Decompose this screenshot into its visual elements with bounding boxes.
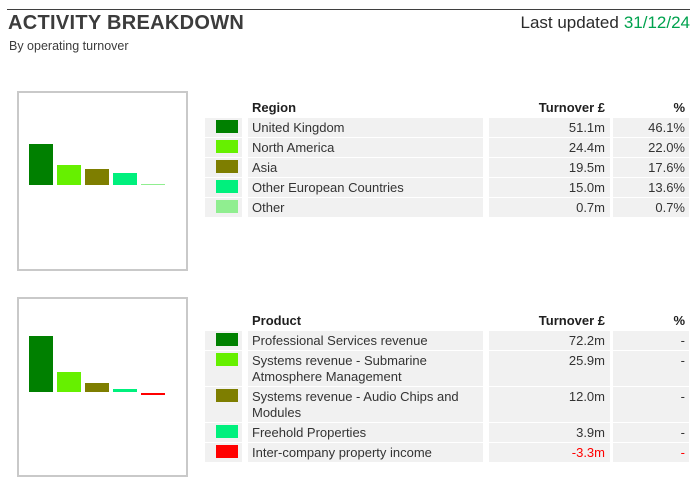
legend-swatch — [216, 200, 238, 213]
row-turnover: 0.7m — [489, 198, 610, 217]
chart-bar — [113, 173, 137, 185]
column-header-percent: % — [613, 97, 689, 118]
chart-bar — [29, 144, 53, 185]
table-row: Systems revenue - Audio Chips and Module… — [205, 387, 689, 422]
table-header-row: Product Turnover £ % — [205, 310, 689, 331]
table-row: Other European Countries 15.0m 13.6% — [205, 178, 689, 197]
row-turnover: 15.0m — [489, 178, 610, 197]
row-label: Other — [248, 198, 483, 217]
product-table: Product Turnover £ % Professional Servic… — [205, 310, 689, 463]
table-row: Other 0.7m 0.7% — [205, 198, 689, 217]
legend-swatch-cell — [205, 443, 242, 462]
row-percent: 13.6% — [613, 178, 689, 197]
legend-swatch-cell — [205, 198, 242, 217]
row-label: Inter-company property income — [248, 443, 483, 462]
row-label: Other European Countries — [248, 178, 483, 197]
table-row: United Kingdom 51.1m 46.1% — [205, 118, 689, 137]
row-label: North America — [248, 138, 483, 157]
row-label: Asia — [248, 158, 483, 177]
chart-bar — [141, 393, 165, 396]
legend-swatch — [216, 333, 238, 346]
table-row: North America 24.4m 22.0% — [205, 138, 689, 157]
row-turnover: 3.9m — [489, 423, 610, 442]
row-percent: 17.6% — [613, 158, 689, 177]
row-percent: - — [613, 351, 689, 386]
legend-swatch — [216, 160, 238, 173]
row-label: Systems revenue - Audio Chips and Module… — [248, 387, 483, 422]
row-turnover: -3.3m — [489, 443, 610, 462]
row-turnover: 25.9m — [489, 351, 610, 386]
row-percent: - — [613, 331, 689, 350]
chart-bar — [85, 169, 109, 185]
table-row: Inter-company property income -3.3m - — [205, 443, 689, 462]
region-mini-bar-chart — [17, 91, 188, 271]
legend-swatch — [216, 120, 238, 133]
row-percent: - — [613, 423, 689, 442]
row-label: United Kingdom — [248, 118, 483, 137]
row-label: Systems revenue - Submarine Atmosphere M… — [248, 351, 483, 386]
header-swatch-spacer — [205, 97, 242, 118]
region-table: Region Turnover £ % United Kingdom 51.1m… — [205, 97, 689, 218]
chart-bar — [57, 372, 81, 392]
chart-bar — [141, 184, 165, 186]
row-percent: - — [613, 387, 689, 422]
chart-bar — [29, 336, 53, 392]
table-row: Professional Services revenue 72.2m - — [205, 331, 689, 350]
table-row: Freehold Properties 3.9m - — [205, 423, 689, 442]
table-header-row: Region Turnover £ % — [205, 97, 689, 118]
legend-swatch — [216, 445, 238, 458]
last-updated: Last updated 31/12/24 — [521, 13, 691, 33]
row-percent: 22.0% — [613, 138, 689, 157]
table-row: Systems revenue - Submarine Atmosphere M… — [205, 351, 689, 386]
legend-swatch-cell — [205, 178, 242, 197]
column-header-turnover: Turnover £ — [489, 310, 610, 331]
legend-swatch — [216, 140, 238, 153]
row-turnover: 24.4m — [489, 138, 610, 157]
product-mini-bar-chart — [17, 297, 188, 477]
column-header-turnover: Turnover £ — [489, 97, 610, 118]
row-turnover: 12.0m — [489, 387, 610, 422]
legend-swatch-cell — [205, 118, 242, 137]
chart-bar — [85, 383, 109, 392]
row-label: Freehold Properties — [248, 423, 483, 442]
legend-swatch-cell — [205, 423, 242, 442]
legend-swatch-cell — [205, 331, 242, 350]
row-label: Professional Services revenue — [248, 331, 483, 350]
row-turnover: 51.1m — [489, 118, 610, 137]
top-divider — [7, 9, 690, 10]
legend-swatch — [216, 180, 238, 193]
row-turnover: 19.5m — [489, 158, 610, 177]
row-percent: 46.1% — [613, 118, 689, 137]
legend-swatch-cell — [205, 387, 242, 422]
legend-swatch — [216, 353, 238, 366]
chart-bar — [57, 165, 81, 185]
legend-swatch-cell — [205, 351, 242, 386]
chart-bar — [113, 389, 137, 392]
legend-swatch-cell — [205, 158, 242, 177]
row-turnover: 72.2m — [489, 331, 610, 350]
header-swatch-spacer — [205, 310, 242, 331]
page-title: ACTIVITY BREAKDOWN — [8, 12, 244, 35]
legend-swatch — [216, 425, 238, 438]
column-header-product: Product — [248, 310, 483, 331]
page-subtitle: By operating turnover — [9, 39, 129, 53]
column-header-percent: % — [613, 310, 689, 331]
last-updated-label: Last updated — [521, 13, 619, 32]
row-percent: 0.7% — [613, 198, 689, 217]
row-percent: - — [613, 443, 689, 462]
last-updated-date: 31/12/24 — [624, 13, 690, 32]
table-row: Asia 19.5m 17.6% — [205, 158, 689, 177]
column-header-region: Region — [248, 97, 483, 118]
legend-swatch-cell — [205, 138, 242, 157]
legend-swatch — [216, 389, 238, 402]
